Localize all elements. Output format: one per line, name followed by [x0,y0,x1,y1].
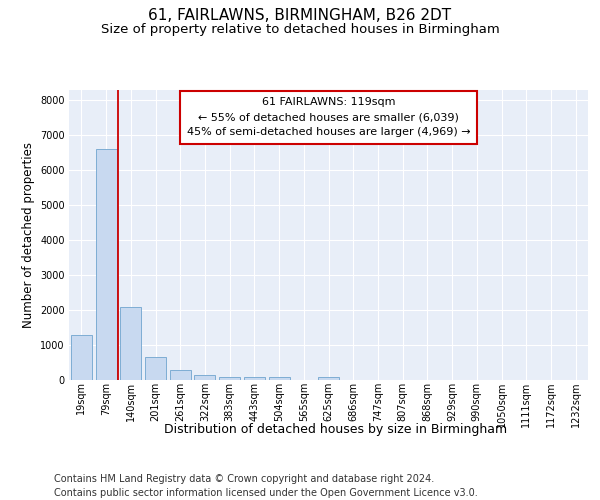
Bar [219,377,240,380]
Text: Size of property relative to detached houses in Birmingham: Size of property relative to detached ho… [101,22,499,36]
Bar [170,370,191,380]
Bar [95,150,116,380]
Bar [318,376,339,380]
Text: Contains HM Land Registry data © Crown copyright and database right 2024.
Contai: Contains HM Land Registry data © Crown c… [54,474,478,498]
Text: 61, FAIRLAWNS, BIRMINGHAM, B26 2DT: 61, FAIRLAWNS, BIRMINGHAM, B26 2DT [148,8,452,22]
Text: Distribution of detached houses by size in Birmingham: Distribution of detached houses by size … [164,422,508,436]
Bar [71,334,92,380]
Bar [194,375,215,380]
Bar [120,308,141,380]
Y-axis label: Number of detached properties: Number of detached properties [22,142,35,328]
Text: 61 FAIRLAWNS: 119sqm
← 55% of detached houses are smaller (6,039)
45% of semi-de: 61 FAIRLAWNS: 119sqm ← 55% of detached h… [187,97,470,137]
Bar [244,377,265,380]
Bar [269,376,290,380]
Bar [145,358,166,380]
